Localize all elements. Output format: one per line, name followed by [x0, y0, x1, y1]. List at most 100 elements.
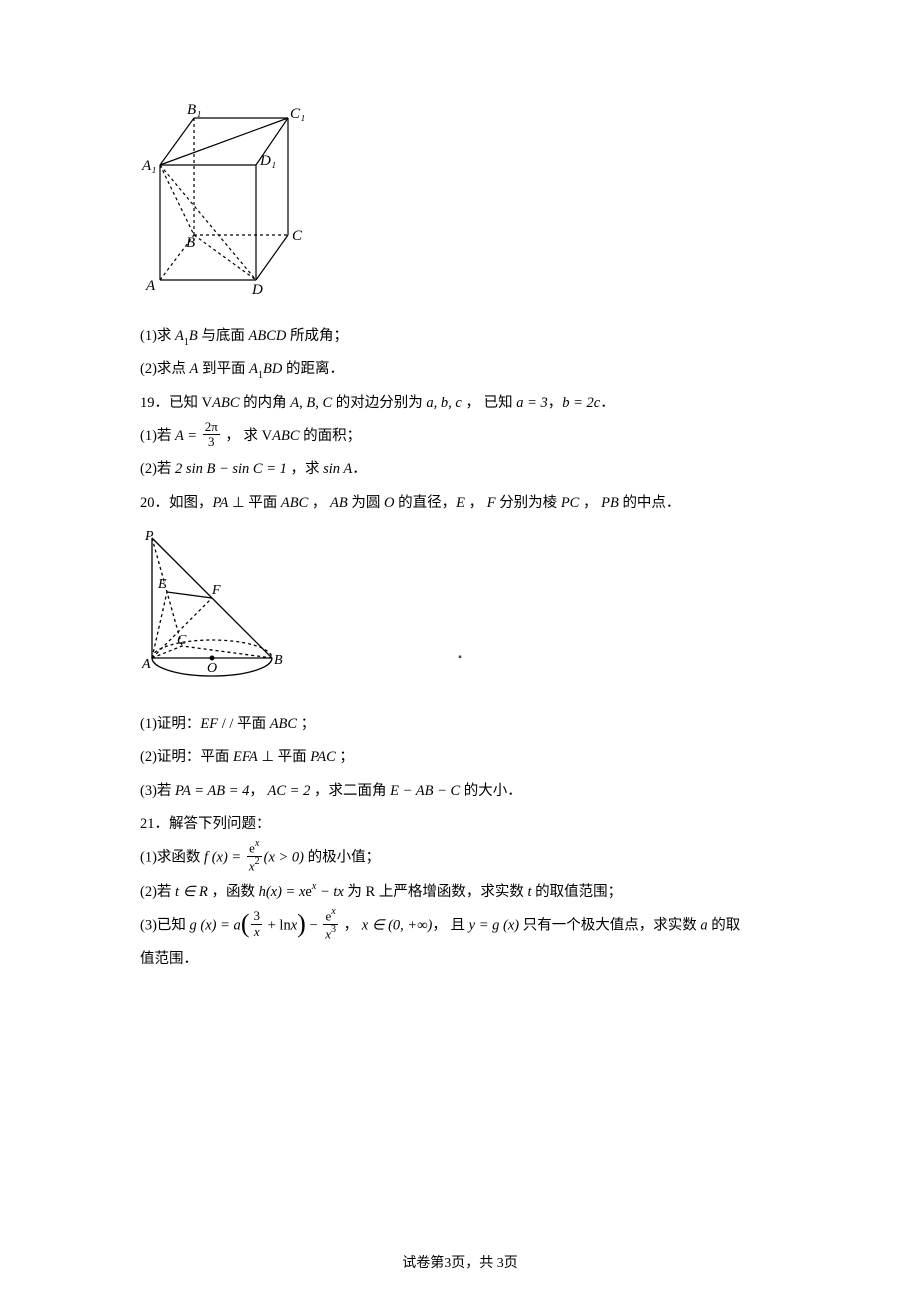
text: A, B, C — [290, 395, 332, 411]
text: AB — [330, 495, 348, 511]
text: 分别为棱 — [496, 495, 561, 511]
text: (2)若 — [140, 884, 175, 900]
text: + ln — [264, 917, 291, 933]
text: 的对边分别为 — [332, 395, 426, 411]
label-D: D — [251, 282, 263, 298]
text: − — [306, 917, 321, 933]
text: 为圆 — [348, 495, 384, 511]
text: (1)若 — [140, 428, 175, 444]
text: b = 2c — [562, 395, 600, 411]
text: PA = AB = 4 — [175, 783, 249, 799]
fraction: 2π3 — [203, 420, 220, 450]
text: PA — [213, 495, 229, 511]
text: ABCD — [249, 328, 287, 344]
text: B — [189, 328, 198, 344]
text: F — [487, 495, 496, 511]
figure-cone: P E F C A B O — [140, 528, 790, 688]
text: f (x) = — [204, 850, 245, 866]
text: ， — [308, 495, 330, 511]
label-B: B — [274, 653, 283, 668]
denominator: x2 — [247, 857, 262, 874]
q20-p3: (3)若 PA = AB = 4， AC = 2 ，求二面角 E − AB − … — [140, 775, 790, 808]
numerator: ex — [247, 839, 262, 857]
denominator: x — [251, 925, 262, 939]
text: a, b, c — [426, 395, 461, 411]
text: ， 已知 — [462, 395, 516, 411]
prism-svg: B₁ C₁ A₁ D₁ B C A D — [140, 100, 320, 300]
label-O: O — [207, 661, 217, 676]
text: ⊥ 平面 — [228, 495, 281, 511]
text: ， — [579, 495, 601, 511]
text: x ∈ (0, +∞) — [362, 917, 433, 933]
text: 的大小． — [460, 783, 522, 799]
text: 与底面 — [198, 328, 249, 344]
label-A1: A₁ — [141, 158, 156, 174]
text: 只有一个极大值点，求实数 — [519, 917, 700, 933]
text: A — [249, 361, 258, 377]
text: ； — [297, 716, 315, 732]
q18-p2: (2)求点 A 到平面 A1BD 的距离． — [140, 353, 790, 386]
text: (3)若 — [140, 783, 175, 799]
label-E: E — [157, 577, 167, 592]
q21-p2: (2)若 t ∈ R ，函数 h(x) = xex − tx 为 R 上严格增函… — [140, 876, 790, 909]
text: 1 — [258, 370, 263, 381]
text: (1)证明： — [140, 716, 200, 732]
text: 19．已知 — [140, 395, 202, 411]
text: 值范围． — [140, 951, 198, 967]
text: E − AB − C — [390, 783, 460, 799]
q20-p1: (1)证明：EF / / 平面 ABC ； — [140, 708, 790, 741]
text: PAC — [310, 749, 336, 765]
text: ，函数 — [208, 884, 259, 900]
q21-p1: (1)求函数 f (x) = exx2(x > 0) 的极小值； — [140, 841, 790, 875]
text: ， — [249, 783, 267, 799]
text: ； — [336, 749, 354, 765]
text: 的内角 — [240, 395, 291, 411]
text: h(x) = x — [259, 884, 306, 900]
text: 21．解答下列问题： — [140, 816, 271, 832]
text: EFA — [233, 749, 258, 765]
denominator: 3 — [203, 435, 220, 449]
text: AC = 2 — [268, 783, 311, 799]
text: PC — [561, 495, 580, 511]
rparen-icon: ) — [297, 916, 306, 932]
q20-head: 20．如图，PA ⊥ 平面 ABC ， AB 为圆 O 的直径，E ， F 分别… — [140, 487, 790, 520]
numerator: ex — [323, 907, 338, 925]
q20-p2: (2)证明：平面 EFA ⊥ 平面 PAC ； — [140, 741, 790, 774]
text: 20．如图， — [140, 495, 213, 511]
triangle-symbol: V — [202, 395, 212, 411]
text: ． — [352, 461, 367, 477]
text: 到平面 — [198, 361, 249, 377]
label-A: A — [145, 278, 156, 294]
text: a — [700, 917, 707, 933]
text: ⊥ 平面 — [258, 749, 311, 765]
fraction: exx2 — [247, 839, 262, 873]
text: 2 sin B − sin C = 1 — [175, 461, 287, 477]
text: 的距离． — [282, 361, 344, 377]
q19-p1: (1)若 A = 2π3 ， 求 VABC 的面积； — [140, 420, 790, 453]
text: y = g (x) — [469, 917, 519, 933]
text: a = 3 — [516, 395, 548, 411]
text: sin A — [323, 461, 352, 477]
q21-p3: (3)已知 g (x) = a(3x + lnx) − exx3 ， x ∈ (… — [140, 909, 790, 943]
page: B₁ C₁ A₁ D₁ B C A D (1)求 A1B 与底面 ABCD 所成… — [0, 0, 920, 1302]
text: E — [456, 495, 465, 511]
text: 为 R 上严格增函数，求实数 — [344, 884, 528, 900]
text: (1)求 — [140, 328, 175, 344]
text: A = — [175, 428, 201, 444]
text: g (x) = a — [190, 917, 241, 933]
figure-prism: B₁ C₁ A₁ D₁ B C A D — [140, 100, 790, 300]
text: ABC — [212, 395, 239, 411]
q21-p3-line2: 值范围． — [140, 943, 790, 976]
text: e — [305, 884, 311, 900]
text: 的取值范围； — [532, 884, 623, 900]
text: 的面积； — [300, 428, 362, 444]
text: ，求二面角 — [310, 783, 390, 799]
text: ABC — [270, 716, 297, 732]
text: (2)证明：平面 — [140, 749, 233, 765]
text: O — [384, 495, 394, 511]
label-D1: D₁ — [259, 153, 276, 169]
q19-head: 19．已知 VABC 的内角 A, B, C 的对边分别为 a, b, c ， … — [140, 387, 790, 420]
triangle-symbol: V — [262, 428, 272, 444]
text: / / 平面 — [218, 716, 270, 732]
text: ， — [465, 495, 487, 511]
